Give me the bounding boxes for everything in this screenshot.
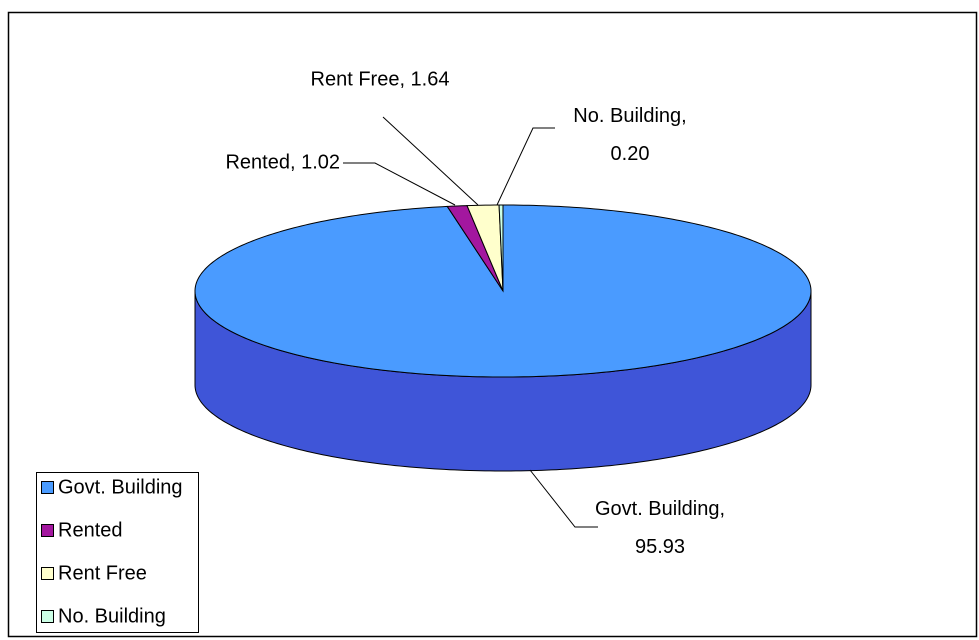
pie-slice (466, 204, 504, 292)
data-label: Rented, 1.02 (225, 151, 340, 173)
legend-swatch (41, 567, 54, 580)
leader-line (496, 127, 555, 206)
data-label-line: 95.93 (635, 536, 685, 558)
legend-label: Govt. Building (58, 476, 183, 498)
legend-swatch (41, 481, 54, 494)
data-label-line: Govt. Building, (595, 498, 725, 520)
pie-slice (498, 204, 504, 292)
legend-label: No. Building (58, 605, 166, 627)
data-label: Govt. Building, 95.93 (595, 498, 725, 558)
legend-swatch (41, 610, 54, 623)
legend-box (36, 472, 199, 633)
legend-swatch (41, 524, 54, 537)
data-label: Rent Free, 1.64 (311, 68, 450, 90)
leader-line (343, 162, 456, 206)
data-label-line: No. Building, (573, 105, 686, 127)
leader-line (529, 469, 598, 528)
leader-line (382, 116, 479, 206)
legend-label: Rented (58, 519, 123, 541)
legend-label: Rent Free (58, 562, 147, 584)
data-label-line: 0.20 (611, 143, 650, 165)
data-label: No. Building, 0.20 (573, 105, 686, 165)
